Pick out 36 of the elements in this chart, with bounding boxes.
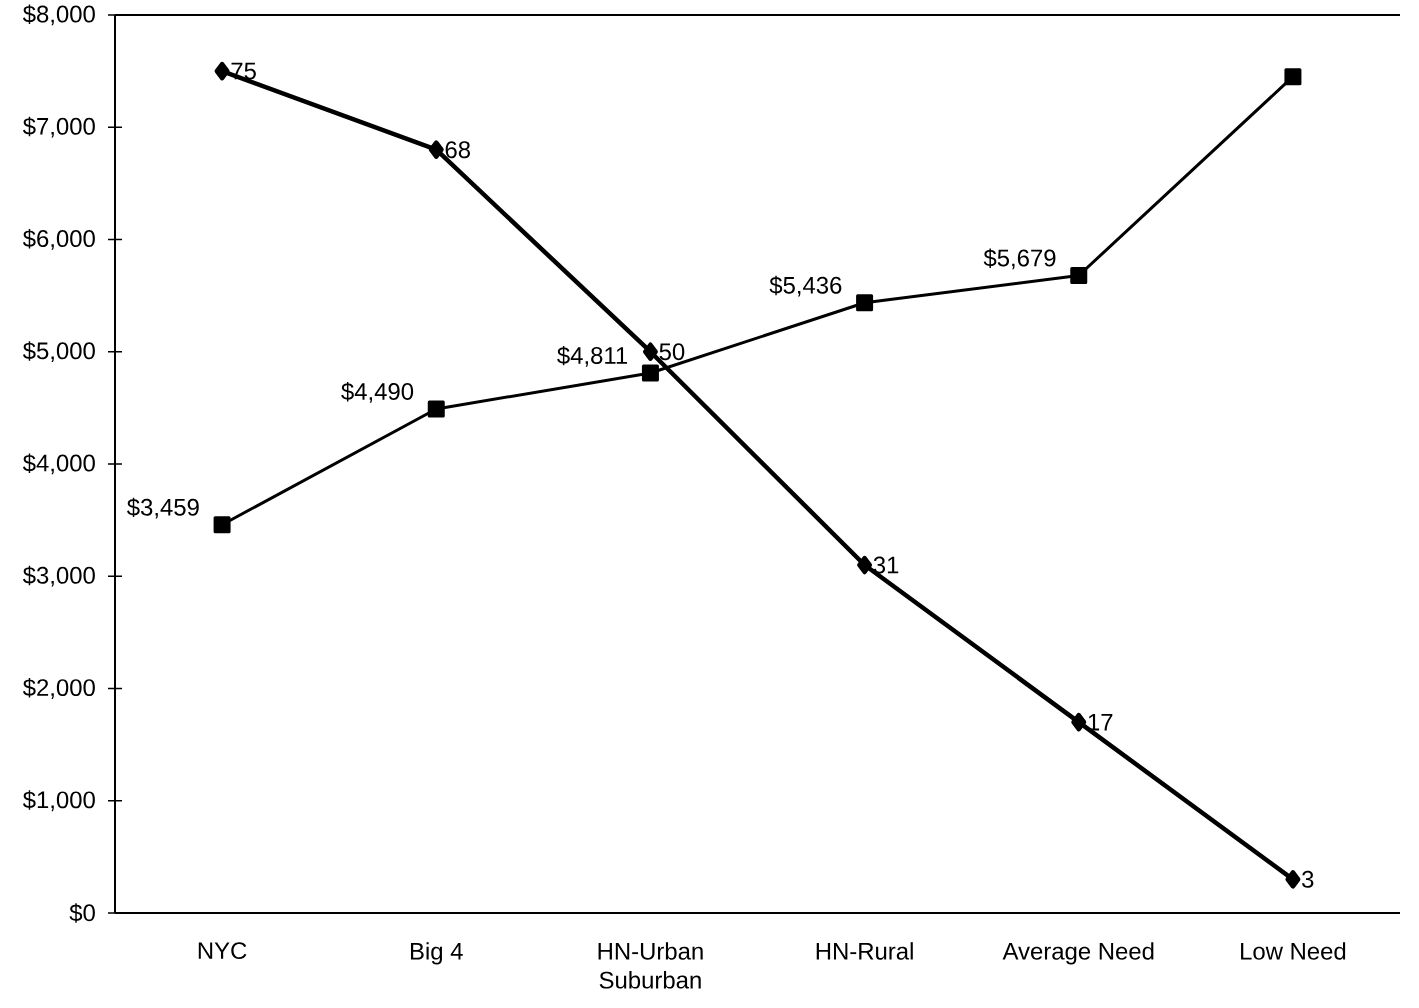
- data-label: $3,459: [127, 497, 199, 519]
- y-tick-label: $6,000: [22, 229, 95, 250]
- point: [641, 364, 659, 382]
- data-label: $4,490: [341, 382, 414, 403]
- y-tick-label: $5,000: [22, 341, 95, 363]
- point: [856, 294, 874, 312]
- point: [1285, 870, 1301, 889]
- data-label: 31: [873, 556, 899, 574]
- data-label: 3: [1302, 870, 1314, 888]
- y-tick-label: $1,000: [22, 790, 95, 812]
- point: [642, 342, 658, 361]
- data-label: $5,436: [769, 275, 842, 297]
- x-tick-label: Low Need: [1241, 942, 1346, 960]
- x-tick-label: Big 4: [410, 942, 463, 965]
- point: [1070, 267, 1088, 285]
- x-tick-label: NYC: [198, 942, 247, 960]
- y-tick-label: $3,000: [22, 565, 95, 587]
- x-tick-label: HN-Rural: [816, 942, 913, 960]
- point: [1284, 68, 1302, 86]
- point: [213, 516, 231, 534]
- x-tick-label: Average Need: [1002, 942, 1154, 965]
- point: [1071, 712, 1087, 732]
- y-tick-label: $0: [69, 903, 95, 923]
- y-tick-label: $2,000: [22, 678, 95, 699]
- data-label: 68: [445, 141, 470, 159]
- point: [857, 555, 873, 575]
- point: [427, 400, 445, 418]
- point: [214, 61, 230, 81]
- data-label: $4,811: [557, 345, 628, 367]
- y-tick-label: $4,000: [22, 453, 95, 475]
- x-tick-label: HN-Urban Suburban: [598, 942, 703, 989]
- data-label: $5,679: [983, 248, 1056, 270]
- point: [428, 140, 444, 159]
- data-label: 50: [659, 343, 685, 361]
- y-tick-label: $7,000: [22, 116, 95, 138]
- y-tick-label: $8,000: [22, 4, 95, 26]
